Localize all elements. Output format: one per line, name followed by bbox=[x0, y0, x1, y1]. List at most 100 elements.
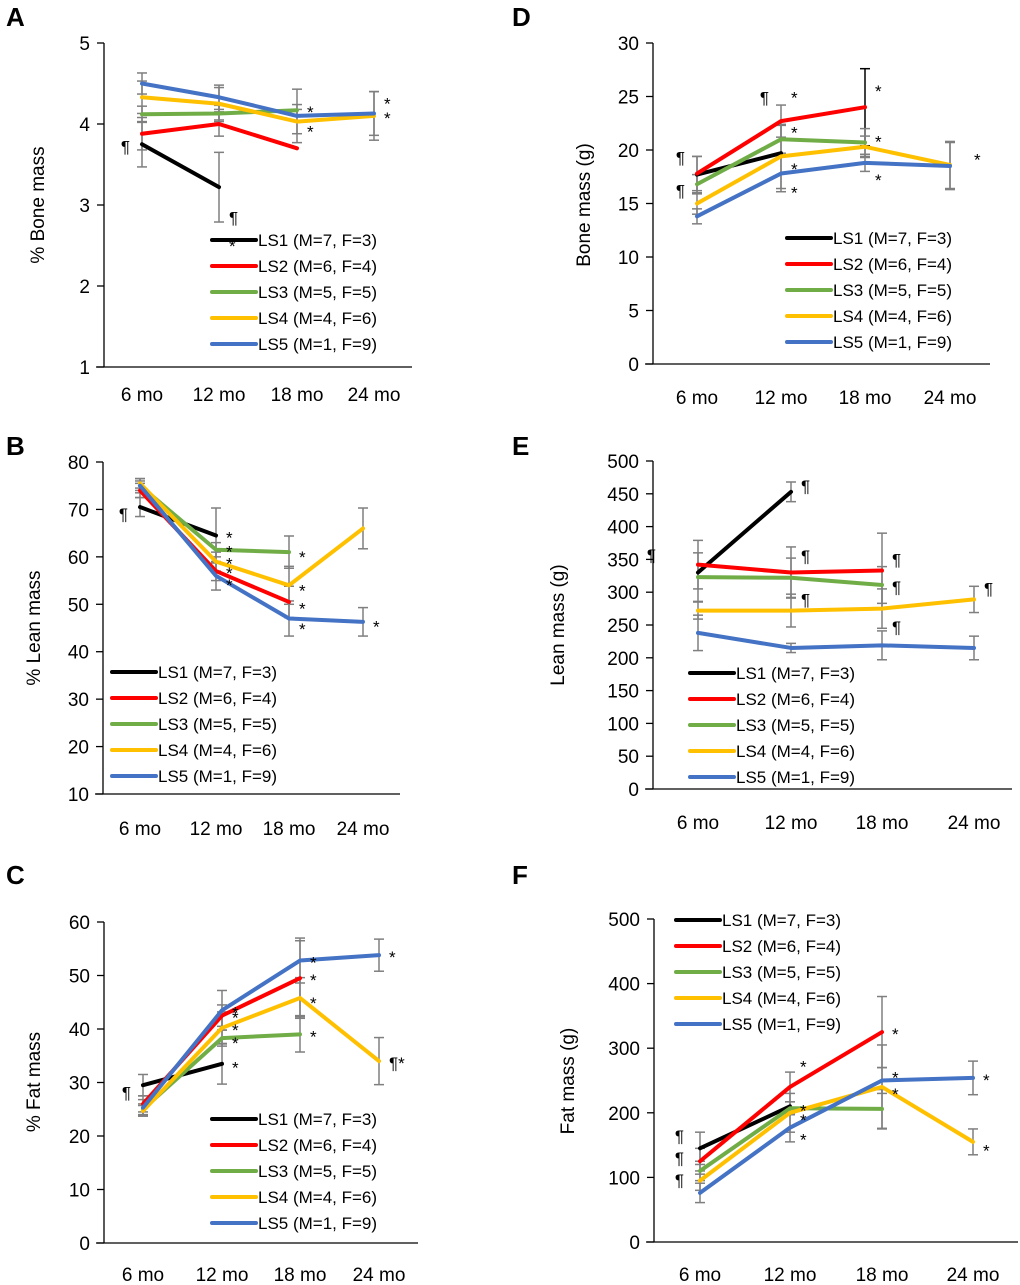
x-tick-label: 6 mo bbox=[676, 388, 718, 409]
asterisk-annotation: * bbox=[974, 150, 981, 169]
asterisk-annotation: * bbox=[307, 123, 314, 142]
legend-label-ls3: LS3 (M=5, F=5) bbox=[258, 283, 377, 302]
y-tick-label: 30 bbox=[68, 690, 89, 711]
asterisk-annotation: * bbox=[983, 1141, 990, 1160]
legend-label-ls4: LS4 (M=4, F=6) bbox=[158, 741, 277, 760]
legend-label-ls2: LS2 (M=6, F=4) bbox=[736, 690, 855, 709]
x-tick-label: 24 mo bbox=[948, 813, 1001, 834]
asterisk-annotation: * bbox=[384, 94, 391, 113]
pilcrow-annotation: ¶ bbox=[892, 550, 901, 569]
legend-label-ls5: LS5 (M=1, F=9) bbox=[158, 767, 277, 786]
asterisk-annotation: * bbox=[389, 948, 396, 967]
y-tick-label: 300 bbox=[608, 1039, 640, 1060]
y-tick-label: 100 bbox=[608, 1168, 640, 1189]
pilcrow-annotation: ¶ bbox=[675, 1149, 684, 1168]
asterisk-annotation: * bbox=[310, 994, 317, 1013]
y-axis-title: Bone mass (g) bbox=[574, 143, 595, 267]
legend-label-ls3: LS3 (M=5, F=5) bbox=[833, 281, 952, 300]
y-tick-label: 20 bbox=[68, 738, 89, 759]
legend-label-ls1: LS1 (M=7, F=3) bbox=[258, 1110, 377, 1129]
asterisk-annotation: * bbox=[791, 184, 798, 203]
y-tick-label: 0 bbox=[79, 1234, 90, 1255]
pilcrow-annotation: ¶ bbox=[984, 579, 993, 598]
x-tick-label: 6 mo bbox=[121, 385, 163, 406]
pilcrow-annotation: ¶* bbox=[389, 1054, 405, 1073]
asterisk-annotation: * bbox=[791, 88, 798, 107]
asterisk-annotation: * bbox=[800, 1111, 807, 1130]
legend-label-ls4: LS4 (M=4, F=6) bbox=[736, 742, 855, 761]
y-tick-label: 500 bbox=[607, 452, 639, 473]
panel-f: F 0 100 200 300 400 500 6 mo 12 mo 18 mo 24 mo Fat … bbox=[512, 860, 1018, 1285]
legend-label-ls1: LS1 (M=7, F=3) bbox=[158, 663, 277, 682]
y-axis-title: % Bone mass bbox=[28, 146, 49, 263]
asterisk-annotation: * bbox=[229, 237, 236, 256]
panel-d: D 0 5 10 15 20 25 30 6 mo 12 mo 18 mo 24 mo Bone mas… bbox=[512, 2, 990, 409]
asterisk-annotation: * bbox=[226, 576, 233, 595]
asterisk-annotation: * bbox=[875, 171, 882, 190]
y-tick-label: 50 bbox=[68, 595, 89, 616]
legend-label-ls2: LS2 (M=6, F=4) bbox=[722, 937, 841, 956]
series-line-ls2 bbox=[696, 562, 884, 575]
pilcrow-annotation: ¶ bbox=[676, 182, 685, 201]
series-line-ls4 bbox=[695, 144, 952, 206]
asterisk-annotation: * bbox=[232, 1034, 239, 1053]
asterisk-annotation: * bbox=[373, 618, 380, 637]
pilcrow-annotation: ¶ bbox=[119, 505, 128, 524]
y-axis-title: % Fat mass bbox=[24, 1032, 45, 1132]
x-tick-label: 24 mo bbox=[924, 388, 977, 409]
y-axis-title: Fat mass (g) bbox=[558, 1028, 579, 1135]
legend-label-ls5: LS5 (M=1, F=9) bbox=[736, 768, 855, 787]
x-tick-label: 24 mo bbox=[353, 1265, 406, 1285]
series-line-ls1 bbox=[140, 142, 221, 190]
legend: LS1 (M=7, F=3) LS2 (M=6, F=4) LS3 (M=5, F=… bbox=[785, 229, 952, 352]
legend: LS1 (M=7, F=3) LS2 (M=6, F=4) LS3 (M=5, F=… bbox=[674, 911, 841, 1034]
panel-b: B 10 20 30 40 50 60 70 80 6 mo 12 mo 18 mo 24 mo % Le… bbox=[6, 431, 400, 840]
x-tick-label: 12 mo bbox=[193, 385, 246, 406]
asterisk-annotation: * bbox=[226, 529, 233, 548]
asterisk-annotation: * bbox=[875, 132, 882, 151]
panel-e: E 0 50 100 150 200 250 300 350 400 450 500 6 mo 12 mo… bbox=[512, 431, 1012, 834]
series-line-ls4 bbox=[140, 95, 376, 124]
y-tick-label: 2 bbox=[79, 277, 90, 298]
y-tick-label: 30 bbox=[618, 34, 639, 55]
asterisk-annotation: * bbox=[299, 600, 306, 619]
legend-label-ls2: LS2 (M=6, F=4) bbox=[158, 689, 277, 708]
x-tick-label: 24 mo bbox=[337, 819, 390, 840]
y-tick-label: 500 bbox=[608, 910, 640, 931]
legend-label-ls3: LS3 (M=5, F=5) bbox=[158, 715, 277, 734]
series-line-ls5 bbox=[696, 630, 976, 650]
panel-letter: D bbox=[512, 2, 531, 32]
asterisk-annotation: * bbox=[310, 954, 317, 973]
y-tick-label: 450 bbox=[607, 485, 639, 506]
series-line-ls3 bbox=[696, 575, 884, 587]
legend-label-ls3: LS3 (M=5, F=5) bbox=[722, 963, 841, 982]
pilcrow-annotation: ¶ bbox=[892, 618, 901, 637]
y-axis-title: % Lean mass bbox=[24, 570, 45, 685]
y-tick-label: 200 bbox=[608, 1104, 640, 1125]
pilcrow-annotation: ¶ bbox=[675, 1171, 684, 1190]
x-tick-label: 12 mo bbox=[755, 388, 808, 409]
y-tick-label: 25 bbox=[618, 88, 639, 109]
legend-label-ls5: LS5 (M=1, F=9) bbox=[258, 1214, 377, 1233]
series-line-ls2 bbox=[140, 122, 299, 151]
legend-label-ls1: LS1 (M=7, F=3) bbox=[722, 911, 841, 930]
legend-label-ls4: LS4 (M=4, F=6) bbox=[722, 989, 841, 1008]
series-line-ls5 bbox=[695, 160, 952, 219]
legend-label-ls1: LS1 (M=7, F=3) bbox=[833, 229, 952, 248]
legend: LS1 (M=7, F=3) LS2 (M=6, F=4) LS3 (M=5, F=… bbox=[688, 664, 855, 787]
y-tick-label: 60 bbox=[68, 548, 89, 569]
asterisk-annotation: * bbox=[232, 1003, 239, 1022]
legend-label-ls2: LS2 (M=6, F=4) bbox=[833, 255, 952, 274]
x-tick-label: 12 mo bbox=[196, 1265, 249, 1285]
series-line-ls5 bbox=[141, 953, 381, 1110]
x-tick-label: 18 mo bbox=[274, 1265, 327, 1285]
y-tick-label: 400 bbox=[608, 975, 640, 996]
x-tick-label: 24 mo bbox=[947, 1265, 1000, 1285]
y-tick-label: 10 bbox=[69, 1181, 90, 1202]
x-tick-label: 18 mo bbox=[856, 1265, 909, 1285]
legend: LS1 (M=7, F=3) LS2 (M=6, F=4) LS3 (M=5, F=… bbox=[110, 663, 277, 786]
asterisk-annotation: * bbox=[299, 582, 306, 601]
y-tick-label: 5 bbox=[628, 302, 639, 323]
